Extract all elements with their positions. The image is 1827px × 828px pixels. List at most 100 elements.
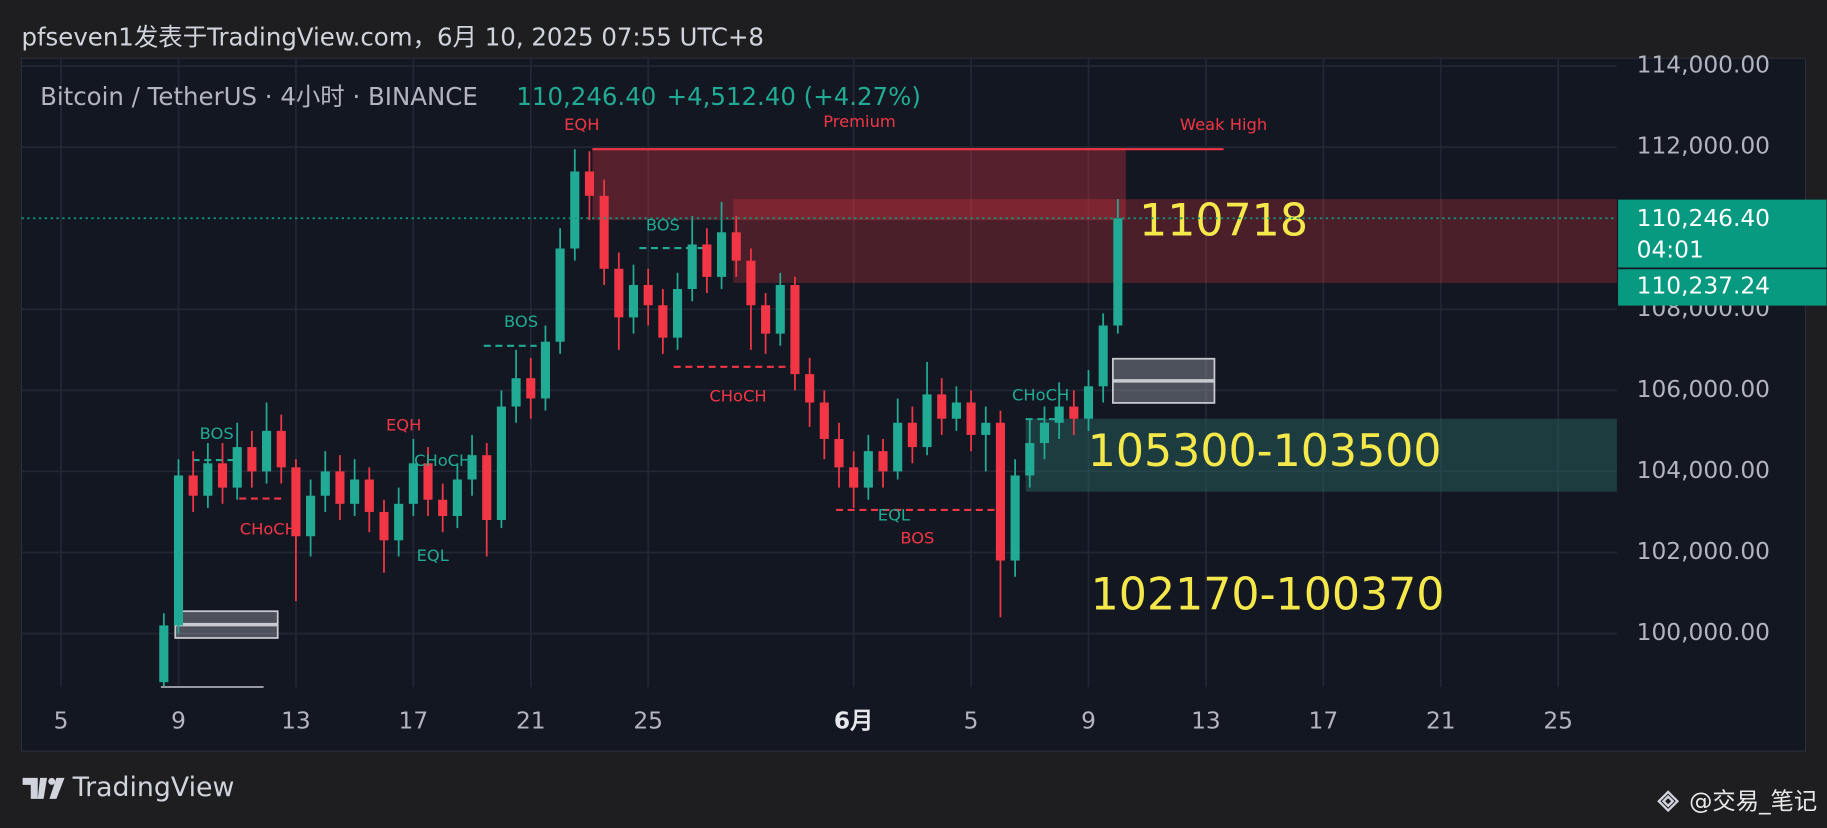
logo-mark: [49, 777, 65, 799]
candle-body: [291, 467, 301, 537]
candle-body: [849, 467, 859, 488]
candle-body: [643, 284, 653, 306]
logo-dot: [48, 777, 56, 785]
candle-body: [203, 463, 213, 496]
target-label: 105300-103500: [1088, 426, 1442, 477]
x-tick-label: 17: [399, 708, 429, 735]
candle-body: [364, 479, 374, 512]
candle-body: [628, 284, 639, 318]
candle-body: [1054, 406, 1064, 423]
candle-body: [658, 305, 668, 338]
candle-body: [1039, 422, 1050, 444]
watermark: @交易_笔记: [1689, 788, 1817, 815]
candle-body: [262, 430, 272, 472]
candle-body: [746, 260, 756, 306]
last-price-label: 110,246.40: [1637, 205, 1770, 232]
candle-body: [482, 455, 492, 521]
x-tick-label: 21: [1426, 708, 1456, 735]
candle-body: [232, 447, 242, 488]
logo-mark: [22, 777, 48, 799]
target-label: 102170-100370: [1091, 569, 1445, 620]
structure-label: CHoCH: [1012, 386, 1069, 405]
candle-body: [526, 378, 536, 399]
target-label: 110718: [1139, 196, 1308, 247]
candle-body: [717, 232, 727, 277]
candle-body: [863, 451, 873, 488]
x-tick-label: 25: [1543, 708, 1573, 735]
candle-body: [350, 479, 360, 504]
y-tick-label: 102,000.00: [1637, 538, 1770, 565]
y-tick-label: 106,000.00: [1637, 376, 1770, 403]
y-tick-label: 114,000.00: [1637, 52, 1770, 79]
structure-label: EQH: [386, 416, 421, 435]
candle-body: [394, 503, 404, 541]
candle-body: [1069, 406, 1079, 419]
candle-body: [584, 171, 595, 196]
header-title: pfseven1发表于TradingView.com，6月 10, 2025 0…: [21, 22, 764, 51]
candle-body: [306, 495, 316, 537]
x-tick-label: 13: [1191, 708, 1221, 735]
brand: TradingView: [72, 772, 235, 803]
zone: [592, 149, 1126, 221]
structure-label: EQH: [564, 115, 599, 134]
candle-body: [570, 171, 580, 249]
structure-label: EQL: [878, 505, 910, 524]
candle-body: [893, 422, 903, 472]
candle-body: [467, 455, 477, 480]
structure-label: BOS: [200, 424, 234, 443]
candle-body: [937, 394, 947, 419]
candle-body: [834, 438, 844, 468]
structure-label: BOS: [646, 215, 680, 234]
structure-label: EQL: [417, 546, 449, 565]
chart-panel: [20, 57, 1807, 752]
structure-label: BOS: [504, 312, 538, 331]
candle-body: [408, 463, 418, 504]
candle-body: [1025, 443, 1035, 476]
candle-body: [761, 305, 771, 334]
structure-label: CHoCH: [709, 387, 766, 406]
candle-body: [702, 244, 712, 277]
candle-body: [907, 422, 917, 448]
candle-body: [951, 402, 961, 419]
structure-label: CHoCH: [414, 451, 471, 470]
countdown: 04:01: [1637, 236, 1704, 263]
candle-body: [687, 244, 697, 290]
candle-body: [599, 195, 609, 269]
candle-body: [614, 268, 624, 318]
candle-body: [379, 511, 389, 541]
x-tick-label: 9: [171, 708, 186, 735]
candle-body: [217, 463, 228, 488]
candle-body: [805, 374, 815, 403]
structure-label: BOS: [900, 529, 934, 548]
candle-body: [555, 248, 565, 342]
candle-body: [540, 341, 550, 399]
y-tick-label: 100,000.00: [1637, 619, 1770, 646]
price-box: [1618, 199, 1827, 306]
watermark-icon: [1657, 790, 1680, 813]
y-tick-label: 104,000.00: [1637, 457, 1770, 484]
x-tick-label: 21: [516, 708, 546, 735]
candle-body: [452, 479, 462, 516]
plot: 5 9 13 17 21 25 6月 5 9 13 17 21 25 100,000.00 102,000.…: [21, 52, 1827, 735]
x-tick-label: 25: [633, 708, 663, 735]
candle-body: [966, 402, 976, 435]
candle-body: [438, 499, 448, 516]
candle-body: [159, 625, 169, 683]
x-tick-label: 6月: [834, 708, 873, 735]
candle-body: [878, 451, 888, 472]
x-tick-label: 5: [964, 708, 979, 735]
candle-body: [511, 378, 521, 407]
candle-body: [1083, 386, 1094, 419]
zone: [733, 199, 1617, 283]
candle-body: [995, 422, 1005, 561]
structure-label: CHoCH: [240, 519, 297, 538]
candle-body: [188, 475, 198, 496]
candle-body: [247, 447, 257, 472]
candle-body: [731, 232, 741, 261]
tv-logo: [22, 777, 65, 799]
candle-body: [276, 430, 286, 468]
candle-body: [335, 471, 345, 504]
legend-price: 110,246.40: [516, 82, 656, 111]
structure-label: Weak High: [1180, 115, 1267, 134]
